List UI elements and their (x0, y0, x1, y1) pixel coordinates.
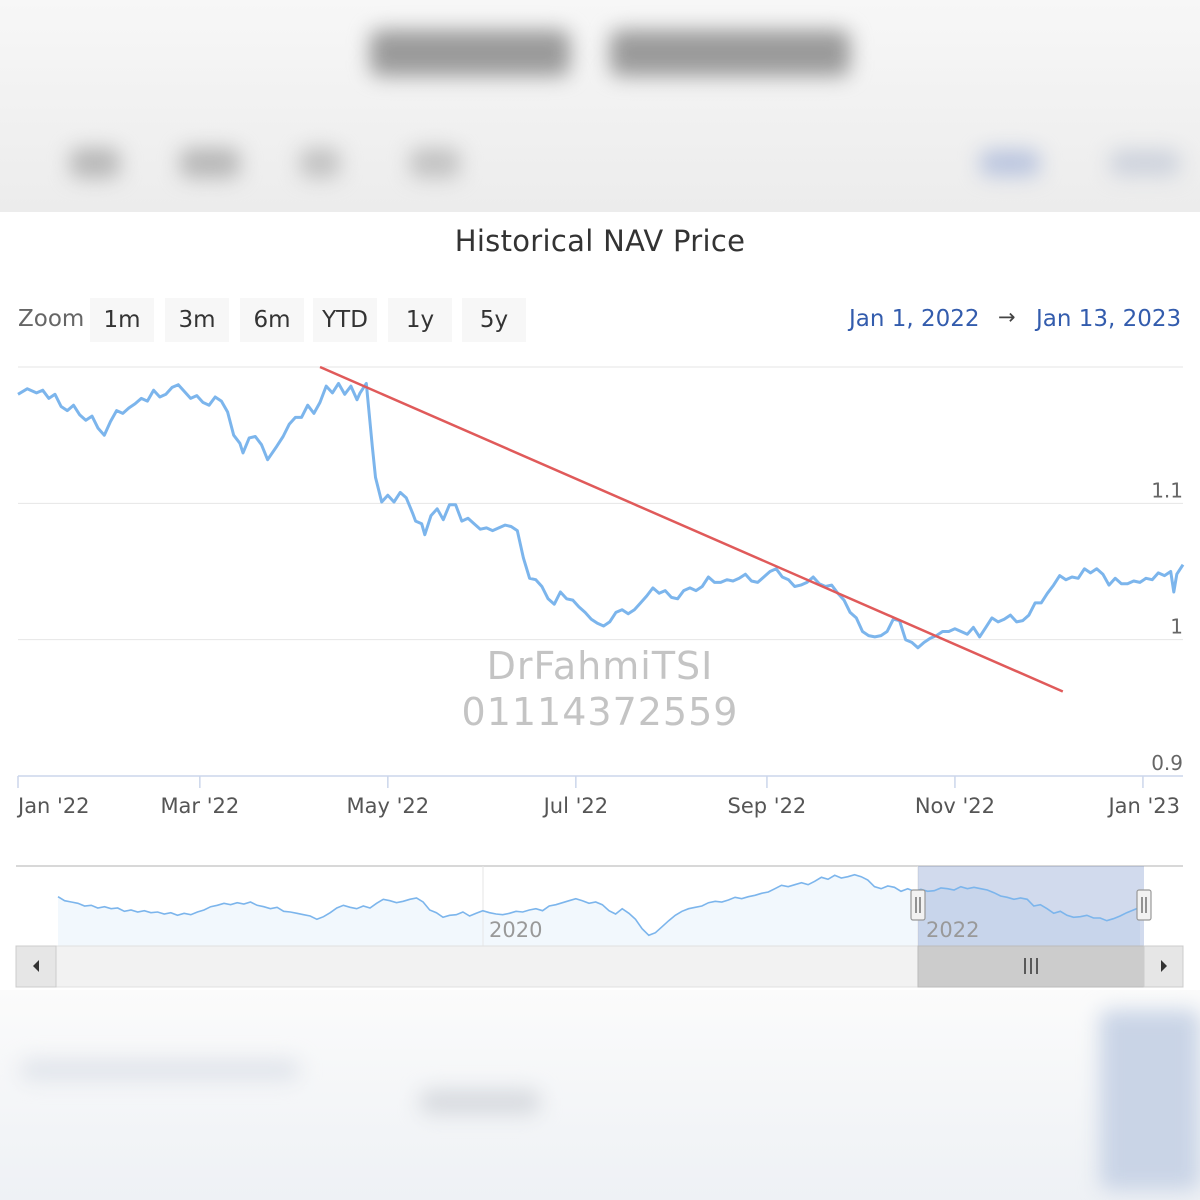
x-tick-label: Mar '22 (160, 794, 239, 818)
x-axis: Jan '22 Mar '22 May '22 Jul '22 Sep '22 Nov '… (16, 775, 1183, 818)
zoom-label: Zoom (18, 306, 85, 332)
navigator[interactable]: 2020 2022 (15, 865, 1184, 988)
x-tick-label: Nov '22 (915, 794, 995, 818)
x-tick-label: Jan '22 (16, 794, 90, 818)
zoom-6m-button[interactable]: 6m (240, 298, 304, 342)
chart-title: Historical NAV Price (454, 224, 746, 258)
grid-lines (18, 366, 1183, 641)
y-tick-label: 1.1 (1151, 478, 1183, 502)
series-layer (17, 381, 1185, 650)
blurred-page-footer (0, 990, 1200, 1200)
navigator-series-line (57, 873, 1141, 937)
scroll-left-icon (33, 960, 39, 972)
navigator-label: 2020 (489, 918, 542, 942)
annotation-layer (319, 365, 1064, 693)
scroll-right-icon (1161, 960, 1167, 972)
x-tick-label: Jul '22 (542, 794, 609, 818)
navigator-handle[interactable] (910, 889, 926, 921)
y-tick-label: 0.9 (1151, 751, 1183, 775)
range-arrow: → (998, 305, 1016, 329)
range-to-date[interactable]: Jan 13, 2023 (1036, 306, 1182, 332)
x-tick-label: Jan '23 (1106, 794, 1180, 818)
zoom-ytd-button[interactable]: YTD (313, 298, 377, 342)
watermark-name: DrFahmiTSI (486, 644, 714, 688)
navigator-area (58, 874, 1140, 946)
x-tick-label: Sep '22 (728, 794, 807, 818)
x-tick-label: May '22 (347, 794, 430, 818)
trendline (319, 365, 1064, 693)
watermark-phone: 01114372559 (461, 690, 739, 734)
y-tick-label: 1 (1170, 615, 1183, 639)
nav-series-line[interactable] (17, 381, 1185, 650)
navigator-selection[interactable] (918, 866, 1144, 946)
zoom-1m-button[interactable]: 1m (90, 298, 154, 342)
zoom-1y-button[interactable]: 1y (388, 298, 452, 342)
zoom-3m-button[interactable]: 3m (165, 298, 229, 342)
navigator-label: 2022 (926, 918, 979, 942)
zoom-5y-button[interactable]: 5y (462, 298, 526, 342)
y-axis-labels: 0.9 1 1.1 (1151, 478, 1183, 775)
range-from-date[interactable]: Jan 1, 2022 (849, 306, 980, 332)
navigator-handle[interactable] (1136, 889, 1152, 921)
blurred-page-header (0, 0, 1200, 212)
